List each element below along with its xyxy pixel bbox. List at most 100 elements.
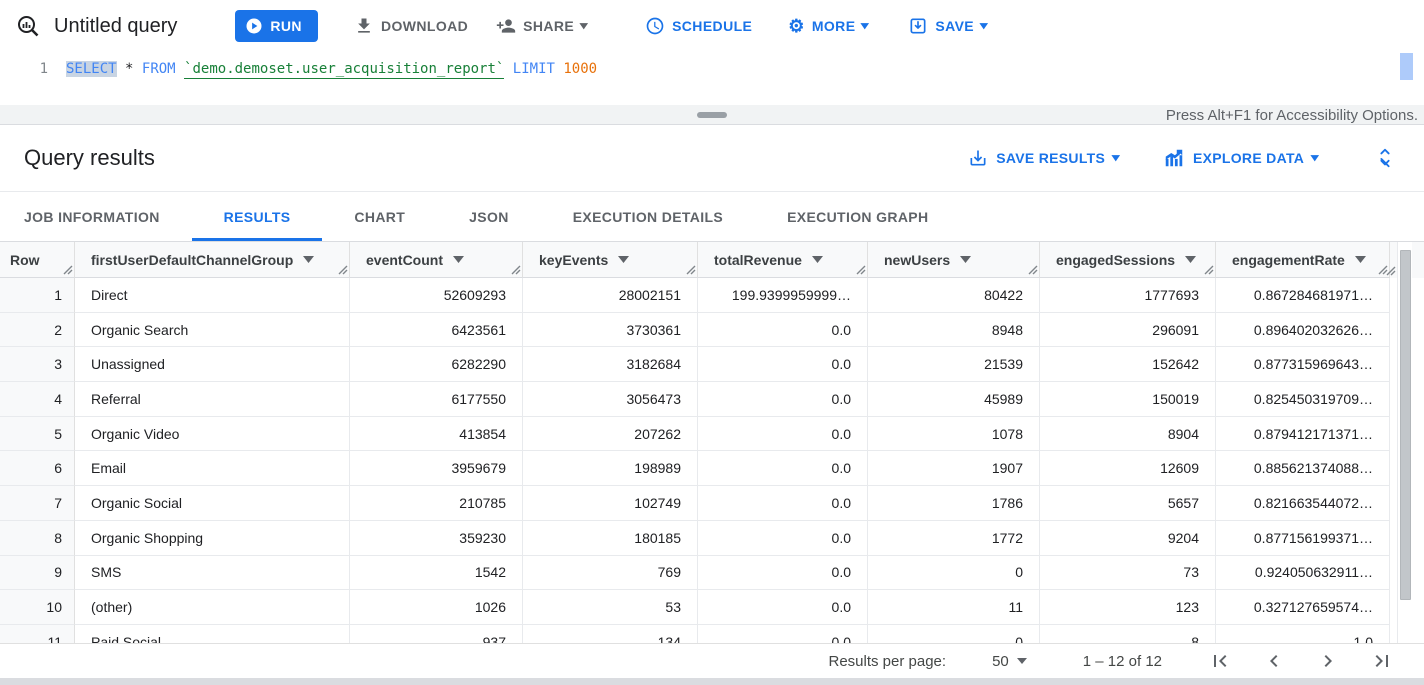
tab-execution-details[interactable]: EXECUTION DETAILS xyxy=(572,208,724,225)
download-button[interactable]: DOWNLOAD xyxy=(354,16,468,36)
chevron-down-icon: ▾ xyxy=(579,19,589,32)
horizontal-scrollbar[interactable] xyxy=(0,678,1424,685)
last-page-button[interactable] xyxy=(1370,649,1394,673)
more-button[interactable]: ⚙ MORE ▾ xyxy=(788,16,870,36)
table-header-row: Row firstUserDefaultChannelGroup eventCoun… xyxy=(0,242,1424,278)
table-vertical-scrollbar[interactable] xyxy=(1397,242,1412,643)
schedule-button[interactable]: SCHEDULE xyxy=(645,16,752,36)
column-header-firstUserDefaultChannelGroup: firstUserDefaultChannelGroup xyxy=(75,242,350,278)
sql-code-line: SELECT * FROM `demo.demoset.user_acquisi… xyxy=(66,61,598,79)
gear-icon: ⚙ xyxy=(788,16,805,36)
editor-scrollbar-thumb[interactable] xyxy=(1400,53,1413,80)
tab-execution-graph[interactable]: EXECUTION GRAPH xyxy=(787,208,929,225)
table-cell: 1786 xyxy=(868,486,1040,521)
table-scrollbar-thumb[interactable] xyxy=(1400,250,1411,600)
table-cell: 6423561 xyxy=(350,312,523,348)
query-icon xyxy=(16,14,40,38)
chevron-down-icon: ▾ xyxy=(979,19,989,32)
table-cell: 180185 xyxy=(523,520,698,556)
column-label: Row xyxy=(10,251,40,268)
table-cell: 210785 xyxy=(350,486,523,521)
page-size-select[interactable]: 50 xyxy=(992,653,1027,670)
table-cell: 21539 xyxy=(868,347,1040,383)
first-page-icon xyxy=(1214,655,1227,667)
previous-page-button[interactable] xyxy=(1262,649,1286,673)
table-cell: 12609 xyxy=(1040,451,1216,487)
save-button[interactable]: SAVE ▾ xyxy=(908,16,989,36)
row-number-cell: 9 xyxy=(0,555,75,591)
column-menu-caret-icon[interactable] xyxy=(960,256,972,263)
results-tab-bar: JOB INFORMATION RESULTS CHART JSON EXECU… xyxy=(0,192,1424,242)
column-menu-caret-icon[interactable] xyxy=(811,256,823,263)
column-label: firstUserDefaultChannelGroup xyxy=(91,251,294,268)
column-label: totalRevenue xyxy=(714,251,802,268)
table-cell: 0.0 xyxy=(698,451,868,487)
column-menu-caret-icon[interactable] xyxy=(618,256,630,263)
column-resize-handle[interactable] xyxy=(856,265,866,275)
table-cell: 0.0 xyxy=(698,382,868,417)
table-row: 11 Paid Social 937 134 0.0 0 8 1.0 xyxy=(0,624,1424,643)
table-cell: SMS xyxy=(75,555,350,591)
table-cell: 28002151 xyxy=(523,278,698,313)
table-cell: 199.9399959999… xyxy=(698,278,868,313)
column-resize-handle[interactable] xyxy=(1204,265,1214,275)
save-results-button[interactable]: SAVE RESULTS ▾ xyxy=(968,148,1120,168)
column-label: engagedSessions xyxy=(1056,251,1176,268)
run-button[interactable]: RUN xyxy=(235,10,318,42)
table-cell: 1772 xyxy=(868,520,1040,556)
expand-collapse-panel-button[interactable] xyxy=(1374,147,1396,169)
first-page-button[interactable] xyxy=(1208,649,1232,673)
line-number: 1 xyxy=(39,61,48,77)
tab-json[interactable]: JSON xyxy=(469,208,509,225)
table-cell: 5657 xyxy=(1040,486,1216,521)
unfold-chevrons-icon xyxy=(1374,147,1396,169)
page-range-label: 1 – 12 of 12 xyxy=(1082,652,1162,670)
column-resize-handle[interactable] xyxy=(338,265,348,275)
explore-data-button[interactable]: EXPLORE DATA ▾ xyxy=(1163,147,1320,169)
splitter-drag-handle[interactable] xyxy=(697,112,727,118)
table-cell: 0.0 xyxy=(698,555,868,591)
tab-job-information[interactable]: JOB INFORMATION xyxy=(24,208,160,225)
table-cell: 1026 xyxy=(350,590,523,625)
table-row: 10 (other) 1026 53 0.0 11 123 0.327127659574… xyxy=(0,590,1424,625)
table-cell: Organic Search xyxy=(75,312,350,348)
table-cell: 8948 xyxy=(868,312,1040,348)
column-resize-handle[interactable] xyxy=(63,265,73,275)
table-edge-resize-handle[interactable] xyxy=(1386,266,1396,276)
tab-chart[interactable]: CHART xyxy=(354,208,406,225)
accessibility-hint: Press Alt+F1 for Accessibility Options. xyxy=(1165,107,1418,124)
table-cell: 6282290 xyxy=(350,347,523,383)
column-menu-caret-icon[interactable] xyxy=(453,256,464,263)
table-cell: 0.821663544072… xyxy=(1216,486,1390,521)
table-row: 6 Email 3959679 198989 0.0 1907 12609 0.8856213… xyxy=(0,451,1424,487)
table-cell: 0 xyxy=(868,624,1040,643)
chevron-down-icon xyxy=(1016,658,1027,664)
column-resize-handle[interactable] xyxy=(1378,265,1388,275)
chevron-down-icon: ▾ xyxy=(1311,151,1320,164)
column-menu-caret-icon[interactable] xyxy=(303,256,315,263)
table-cell: 152642 xyxy=(1040,347,1216,383)
table-cell: 1.0 xyxy=(1216,624,1390,643)
sql-editor[interactable]: 1 SELECT * FROM `demo.demoset.user_acqui… xyxy=(0,52,1424,105)
sql-keyword-from: FROM xyxy=(141,61,176,77)
sql-limit-value: 1000 xyxy=(563,61,598,77)
tab-results[interactable]: RESULTS xyxy=(191,192,323,241)
share-button[interactable]: SHARE ▾ xyxy=(496,16,589,36)
last-page-icon xyxy=(1375,655,1388,667)
table-cell: 8 xyxy=(1040,624,1216,643)
chevron-right-icon xyxy=(1324,655,1332,667)
table-row: 9 SMS 1542 769 0.0 0 73 0.924050632911… xyxy=(0,555,1424,591)
column-resize-handle[interactable] xyxy=(686,265,696,275)
table-cell: 1907 xyxy=(868,451,1040,487)
column-label: engagementRate xyxy=(1232,251,1345,268)
table-cell: 0.825450319709… xyxy=(1216,382,1390,417)
clock-icon xyxy=(645,16,665,36)
column-resize-handle[interactable] xyxy=(511,265,521,275)
column-menu-caret-icon[interactable] xyxy=(1185,256,1197,263)
query-title: Untitled query xyxy=(54,14,178,37)
column-resize-handle[interactable] xyxy=(1028,265,1038,275)
next-page-button[interactable] xyxy=(1316,649,1340,673)
results-per-page-label: Results per page: xyxy=(828,652,947,670)
column-menu-caret-icon[interactable] xyxy=(1354,256,1366,263)
table-cell: Unassigned xyxy=(75,347,350,383)
